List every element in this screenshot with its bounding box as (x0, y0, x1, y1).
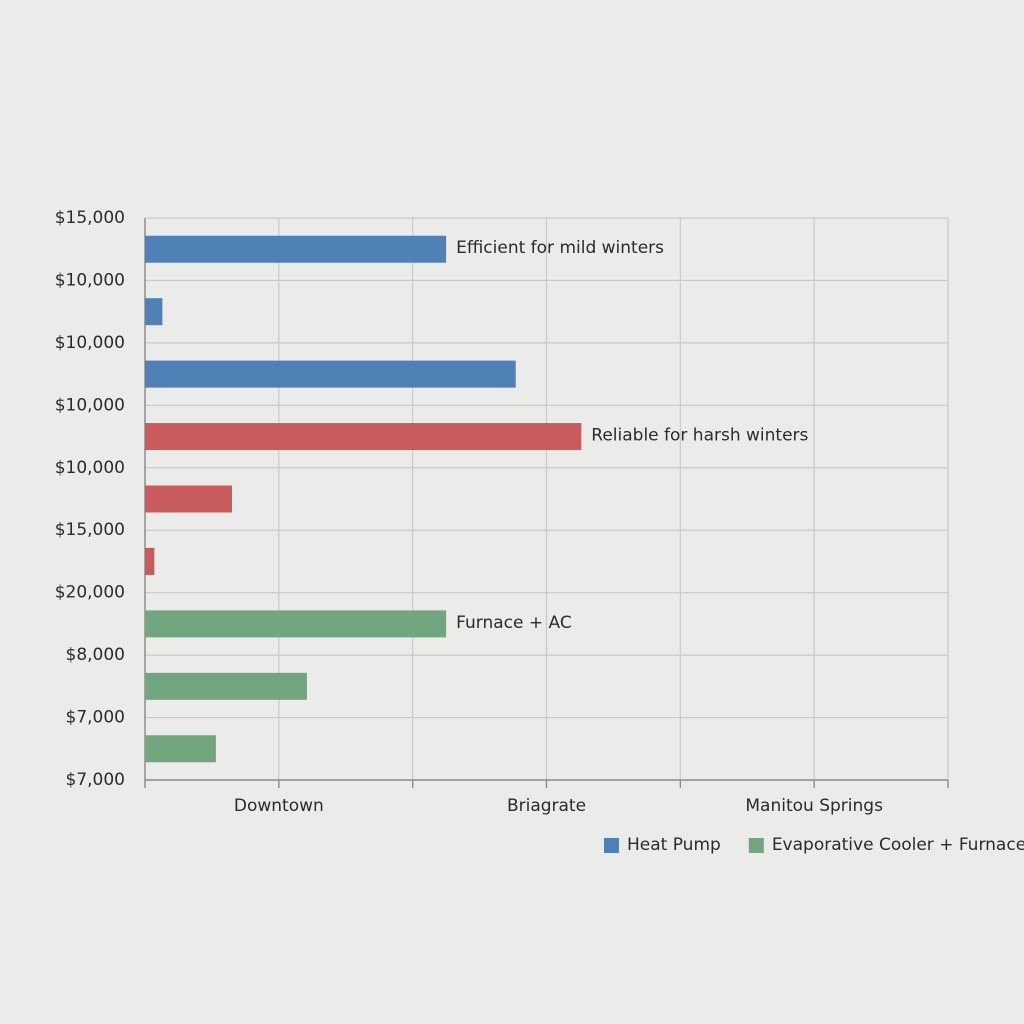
bar-annotation: Reliable for harsh winters (591, 426, 808, 446)
legend-swatch (604, 838, 619, 853)
legend-label: Evaporative Cooler + Furnace (772, 835, 1024, 855)
bar (145, 610, 447, 638)
bar (145, 547, 155, 575)
bar (145, 485, 232, 513)
y-tick-label: $8,000 (66, 645, 125, 665)
y-tick-label: $15,000 (55, 208, 125, 228)
bar (145, 298, 163, 326)
y-tick-label: $10,000 (55, 333, 125, 353)
y-tick-label: $10,000 (55, 458, 125, 478)
bar (145, 423, 582, 451)
y-tick-label: $7,000 (66, 770, 125, 790)
y-tick-label: $10,000 (55, 395, 125, 415)
x-category-label: Downtown (234, 796, 324, 816)
legend-label: Heat Pump (627, 835, 721, 855)
bar (145, 672, 307, 700)
bar (145, 235, 447, 263)
y-tick-label: $15,000 (55, 520, 125, 540)
x-category-label: Manitou Springs (745, 796, 883, 816)
bar (145, 360, 516, 388)
bar-annotation: Efficient for mild winters (456, 238, 664, 258)
y-tick-label: $10,000 (55, 270, 125, 290)
bar-annotation: Furnace + AC (456, 613, 572, 633)
legend-swatch (748, 838, 764, 853)
bar (145, 735, 216, 763)
y-tick-label: $7,000 (66, 708, 125, 728)
x-category-label: Briagrate (507, 796, 586, 816)
y-tick-label: $20,000 (55, 583, 125, 603)
